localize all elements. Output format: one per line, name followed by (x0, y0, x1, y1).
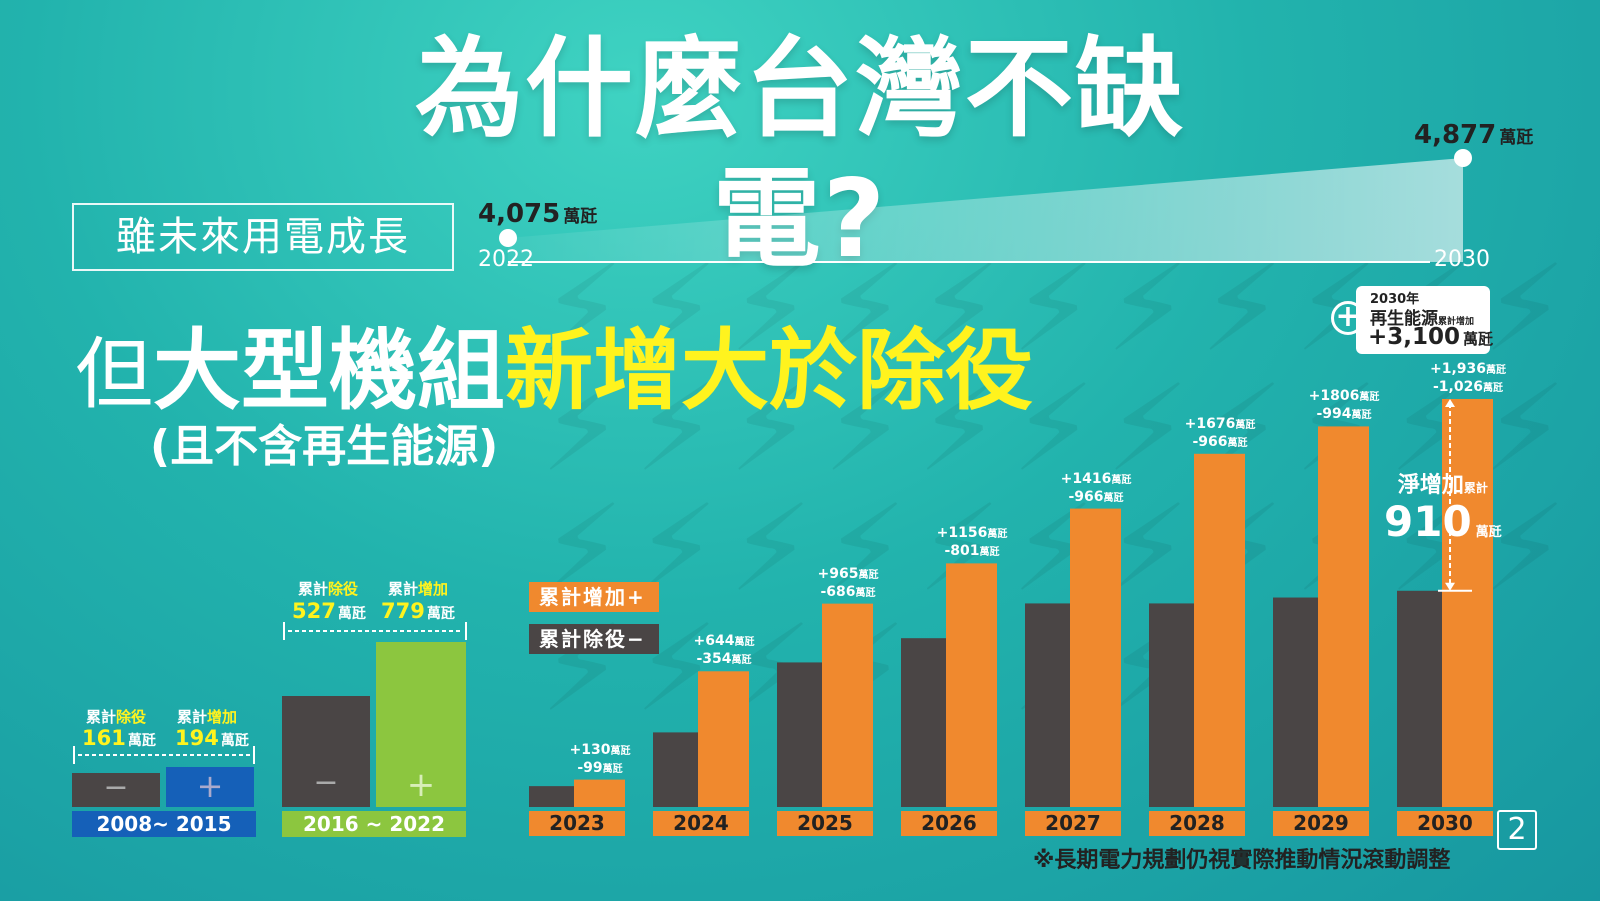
retire-label-2027: -966萬瓩 (1068, 488, 1124, 505)
page-number: 2 (1497, 810, 1537, 850)
growth-end-value: 4,877 萬瓩 (1414, 120, 1534, 150)
period2-retire-bar: − (282, 696, 370, 807)
bar-retire-2023 (529, 786, 574, 807)
bar-value-label-2026: +1156萬瓩 -801萬瓩 (922, 525, 1022, 561)
year-label-2029: 2029 (1273, 811, 1369, 836)
headline-note: (且不含再生能源) (150, 421, 499, 472)
headline-prefix: 但 (75, 330, 154, 420)
net-arrow-head-top (1445, 399, 1455, 407)
yearly-bar-chart (529, 399, 1493, 807)
bar-add-2029 (1318, 426, 1369, 807)
bar-value-label-2029: +1806萬瓩 -994萬瓩 (1294, 388, 1394, 424)
legend-retire: 累計除役− (529, 624, 659, 654)
bar-add-2023 (574, 779, 625, 807)
growth-start-value: 4,075 萬瓩 (478, 199, 598, 229)
bar-value-label-2023: +130萬瓩 -99萬瓩 (550, 742, 650, 778)
bar-value-label-2027: +1416萬瓩 -966萬瓩 (1046, 471, 1146, 507)
growth-start-year: 2022 (478, 247, 534, 272)
bar-add-2025 (822, 603, 873, 807)
bar-value-label-2024: +644萬瓩 -354萬瓩 (674, 633, 774, 669)
year-label-2028: 2028 (1149, 811, 1245, 836)
period1-label: 2008~ 2015 (72, 811, 256, 837)
net-increase-value: 910 萬瓩 (1384, 497, 1502, 546)
renewable-year: 2030年 (1370, 292, 1420, 307)
growth-start-dot (499, 229, 517, 247)
footnote: ※長期電力規劃仍視實際推動情況滾動調整 (1033, 848, 1451, 873)
net-increase-label: 淨增加累計 (1397, 473, 1488, 498)
add-label-2027: +1416萬瓩 (1060, 470, 1132, 487)
growth-area (508, 158, 1463, 262)
retire-label-2029: -994萬瓩 (1316, 406, 1372, 423)
period2-add-value: 779 萬瓩 (381, 599, 455, 623)
bar-value-label-2025: +965萬瓩 -686萬瓩 (798, 566, 898, 602)
growth-end-year: 2030 (1434, 247, 1490, 272)
bar-add-2024 (698, 671, 749, 807)
add-label-2028: +1676萬瓩 (1184, 415, 1256, 432)
bar-add-2028 (1194, 453, 1245, 807)
retire-label-2030: -1,026萬瓩 (1432, 379, 1504, 395)
bar-retire-2026 (901, 638, 946, 807)
period2-bracket (283, 622, 467, 640)
bar-value-label-2030: +1,936萬瓩 -1,026萬瓩 (1418, 361, 1518, 397)
year-label-2024: 2024 (653, 811, 749, 836)
period2-label: 2016 ~ 2022 (282, 811, 466, 837)
bar-retire-2025 (777, 662, 822, 807)
subtitle-box: 雖未來用電成長 (72, 203, 454, 271)
year-label-2023: 2023 (529, 811, 625, 836)
period1-add-bar: + (166, 767, 254, 807)
year-label-2030: 2030 (1397, 811, 1493, 836)
period2-add-caption: 累計增加 (388, 580, 449, 598)
bar-value-label-2028: +1676萬瓩 -966萬瓩 (1170, 416, 1270, 452)
add-label-2030: +1,936萬瓩 (1429, 361, 1506, 377)
growth-end-dot (1454, 149, 1472, 167)
net-arrow-head-bottom (1445, 582, 1455, 591)
headline-white: 大型機組 (153, 319, 506, 422)
growth-line-chart (499, 149, 1472, 263)
renewable-label: 再生能源累計增加 (1370, 309, 1475, 329)
period2-retire-caption: 累計除役 (298, 580, 359, 598)
period1-retire-caption: 累計除役 (86, 708, 147, 726)
bar-retire-2024 (653, 732, 698, 807)
renewable-callout: 2030年 再生能源累計增加 +3,100 萬瓩 (1356, 286, 1494, 354)
legend-add: 累計增加+ (529, 582, 659, 612)
retire-label-2025: -686萬瓩 (820, 583, 876, 600)
bar-retire-2029 (1273, 597, 1318, 807)
retire-label-2028: -966萬瓩 (1192, 433, 1248, 450)
period1-add-value: 194 萬瓩 (175, 726, 249, 750)
add-label-2026: +1156萬瓩 (936, 525, 1008, 542)
retire-label-2026: -801萬瓩 (944, 543, 1000, 560)
period2-retire-value: 527 萬瓩 (292, 599, 366, 623)
year-label-2025: 2025 (777, 811, 873, 836)
add-label-2025: +965萬瓩 (817, 565, 879, 582)
period1-add-caption: 累計增加 (177, 708, 238, 726)
renewable-value: +3,100 萬瓩 (1368, 324, 1494, 350)
period1-retire-value: 161 萬瓩 (82, 726, 156, 750)
period2-add-bar: + (376, 642, 466, 807)
retire-label-2023: -99萬瓩 (577, 759, 623, 776)
net-increase: 淨增加累計 910 萬瓩 (1384, 467, 1502, 556)
bar-add-2026 (946, 563, 997, 807)
period1-bracket (73, 746, 255, 764)
retire-label-2024: -354萬瓩 (696, 651, 752, 668)
bar-retire-2030 (1397, 590, 1442, 807)
headline: 但大型機組新增大於除役 (75, 300, 1033, 427)
add-label-2023: +130萬瓩 (569, 741, 631, 758)
year-label-2026: 2026 (901, 811, 997, 836)
bar-retire-2027 (1025, 603, 1070, 807)
headline-yellow: 新增大於除役 (505, 319, 1034, 422)
add-label-2024: +644萬瓩 (693, 633, 755, 650)
period1-retire-bar: − (72, 773, 160, 807)
year-label-2027: 2027 (1025, 811, 1121, 836)
add-label-2029: +1806萬瓩 (1308, 388, 1380, 405)
bar-add-2027 (1070, 508, 1121, 807)
bar-retire-2028 (1149, 603, 1194, 807)
